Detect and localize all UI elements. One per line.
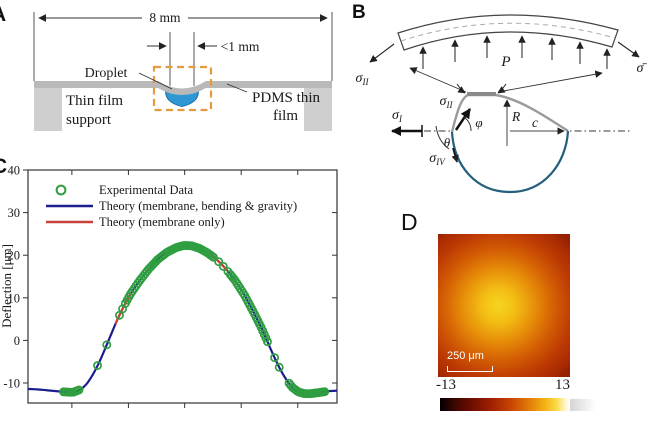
film-gap <box>158 80 206 89</box>
experimental-data-points <box>59 240 330 399</box>
y-tick-label: 30 <box>8 206 21 220</box>
y-tick-label: 0 <box>14 334 20 348</box>
theta-angle-arc <box>435 125 450 150</box>
axis-ticks: 40 30 20 10 0 -10 <box>3 164 337 408</box>
legend-marker-experimental <box>55 184 67 196</box>
flat-top-tick-right <box>497 83 507 94</box>
theta-label: θ <box>444 135 451 150</box>
radius-label: R <box>511 109 521 124</box>
film-pointer-line <box>226 83 248 93</box>
dim-text-backing <box>142 9 188 25</box>
film-label-line1: PDMS thin <box>252 90 320 106</box>
legend-entry-label: Experimental Data <box>99 183 194 197</box>
support-label-line1: Thin film <box>66 93 123 109</box>
theory-full-curve <box>27 244 338 395</box>
sigma-bar-arrow <box>617 41 640 58</box>
sigma4-label: σIV <box>429 151 446 167</box>
pressure-arrows <box>419 35 611 69</box>
legend: Experimental Data Theory (membrane, bendi… <box>46 183 297 229</box>
y-tick-label: -10 <box>3 377 20 391</box>
panel-c-label: C <box>0 156 7 177</box>
colorbar-max-label: 13 <box>555 377 570 393</box>
y-tick-label: 40 <box>8 164 21 178</box>
support-block-left <box>34 88 62 131</box>
film-centerline-dashed <box>400 22 616 42</box>
panel-a-schematic: 8 mm <1 mm Droplet Thin film support PDM… <box>33 9 333 131</box>
curved-film-segment <box>397 14 619 51</box>
sigma2-top-arrow <box>369 43 395 63</box>
droplet-surface-arc <box>450 130 570 194</box>
sigma2-bump-arrow <box>454 108 472 131</box>
support-label-line2: support <box>66 112 112 128</box>
y-tick-label: 20 <box>8 249 21 263</box>
zoom-guide-line-right <box>497 70 603 93</box>
scalebar-label: 250 μm <box>447 350 484 362</box>
panel-d-label: D <box>401 209 418 235</box>
droplet-dimension-label: <1 mm <box>221 39 260 54</box>
sigma-bar-label: σ̄ <box>637 61 648 76</box>
sigma2-top-label: σII <box>356 71 370 87</box>
droplet-pointer-line <box>138 72 173 90</box>
film-bump-profile <box>450 93 569 133</box>
zoom-guide-line-left <box>409 67 467 93</box>
colorbar-fade-tail <box>570 399 596 411</box>
pressure-label: P <box>500 54 510 70</box>
legend-entry-label: Theory (membrane only) <box>99 215 225 229</box>
width-dimension-label: 8 mm <box>149 10 181 25</box>
support-block-right <box>304 88 332 131</box>
colorbar-min-label: -13 <box>436 377 456 393</box>
sigma1-label: σI <box>392 108 403 124</box>
panel-c-chart: 40 30 20 10 0 -10 Deflection [μm] Experimental … <box>0 164 338 408</box>
sigma2-bump-label: σII <box>440 94 454 110</box>
droplet-label: Droplet <box>85 66 128 81</box>
flat-top-tick-left <box>456 83 466 94</box>
legend-entry-label: Theory (membrane, bending & gravity) <box>99 199 297 213</box>
panel-b-label: B <box>352 2 366 23</box>
panel-b-diagram: σII σ̄ P R c <box>356 14 648 194</box>
film-sag-band <box>158 81 206 95</box>
phi-angle-arc <box>463 116 472 132</box>
y-tick-label: 10 <box>8 291 21 305</box>
film-label-line2: film <box>273 108 298 124</box>
plot-box <box>27 169 338 404</box>
phi-label: φ <box>475 115 482 130</box>
deflection-heatmap: 250 μm <box>438 234 570 377</box>
panel-a-label: A <box>0 4 6 25</box>
y-axis-label: Deflection [μm] <box>0 244 14 328</box>
colorbar <box>440 398 570 411</box>
zoom-region-box <box>152 65 213 112</box>
scalebar-bracket <box>447 366 493 372</box>
sigma4-arrow <box>451 147 459 163</box>
contact-radius-label: c <box>532 115 538 130</box>
